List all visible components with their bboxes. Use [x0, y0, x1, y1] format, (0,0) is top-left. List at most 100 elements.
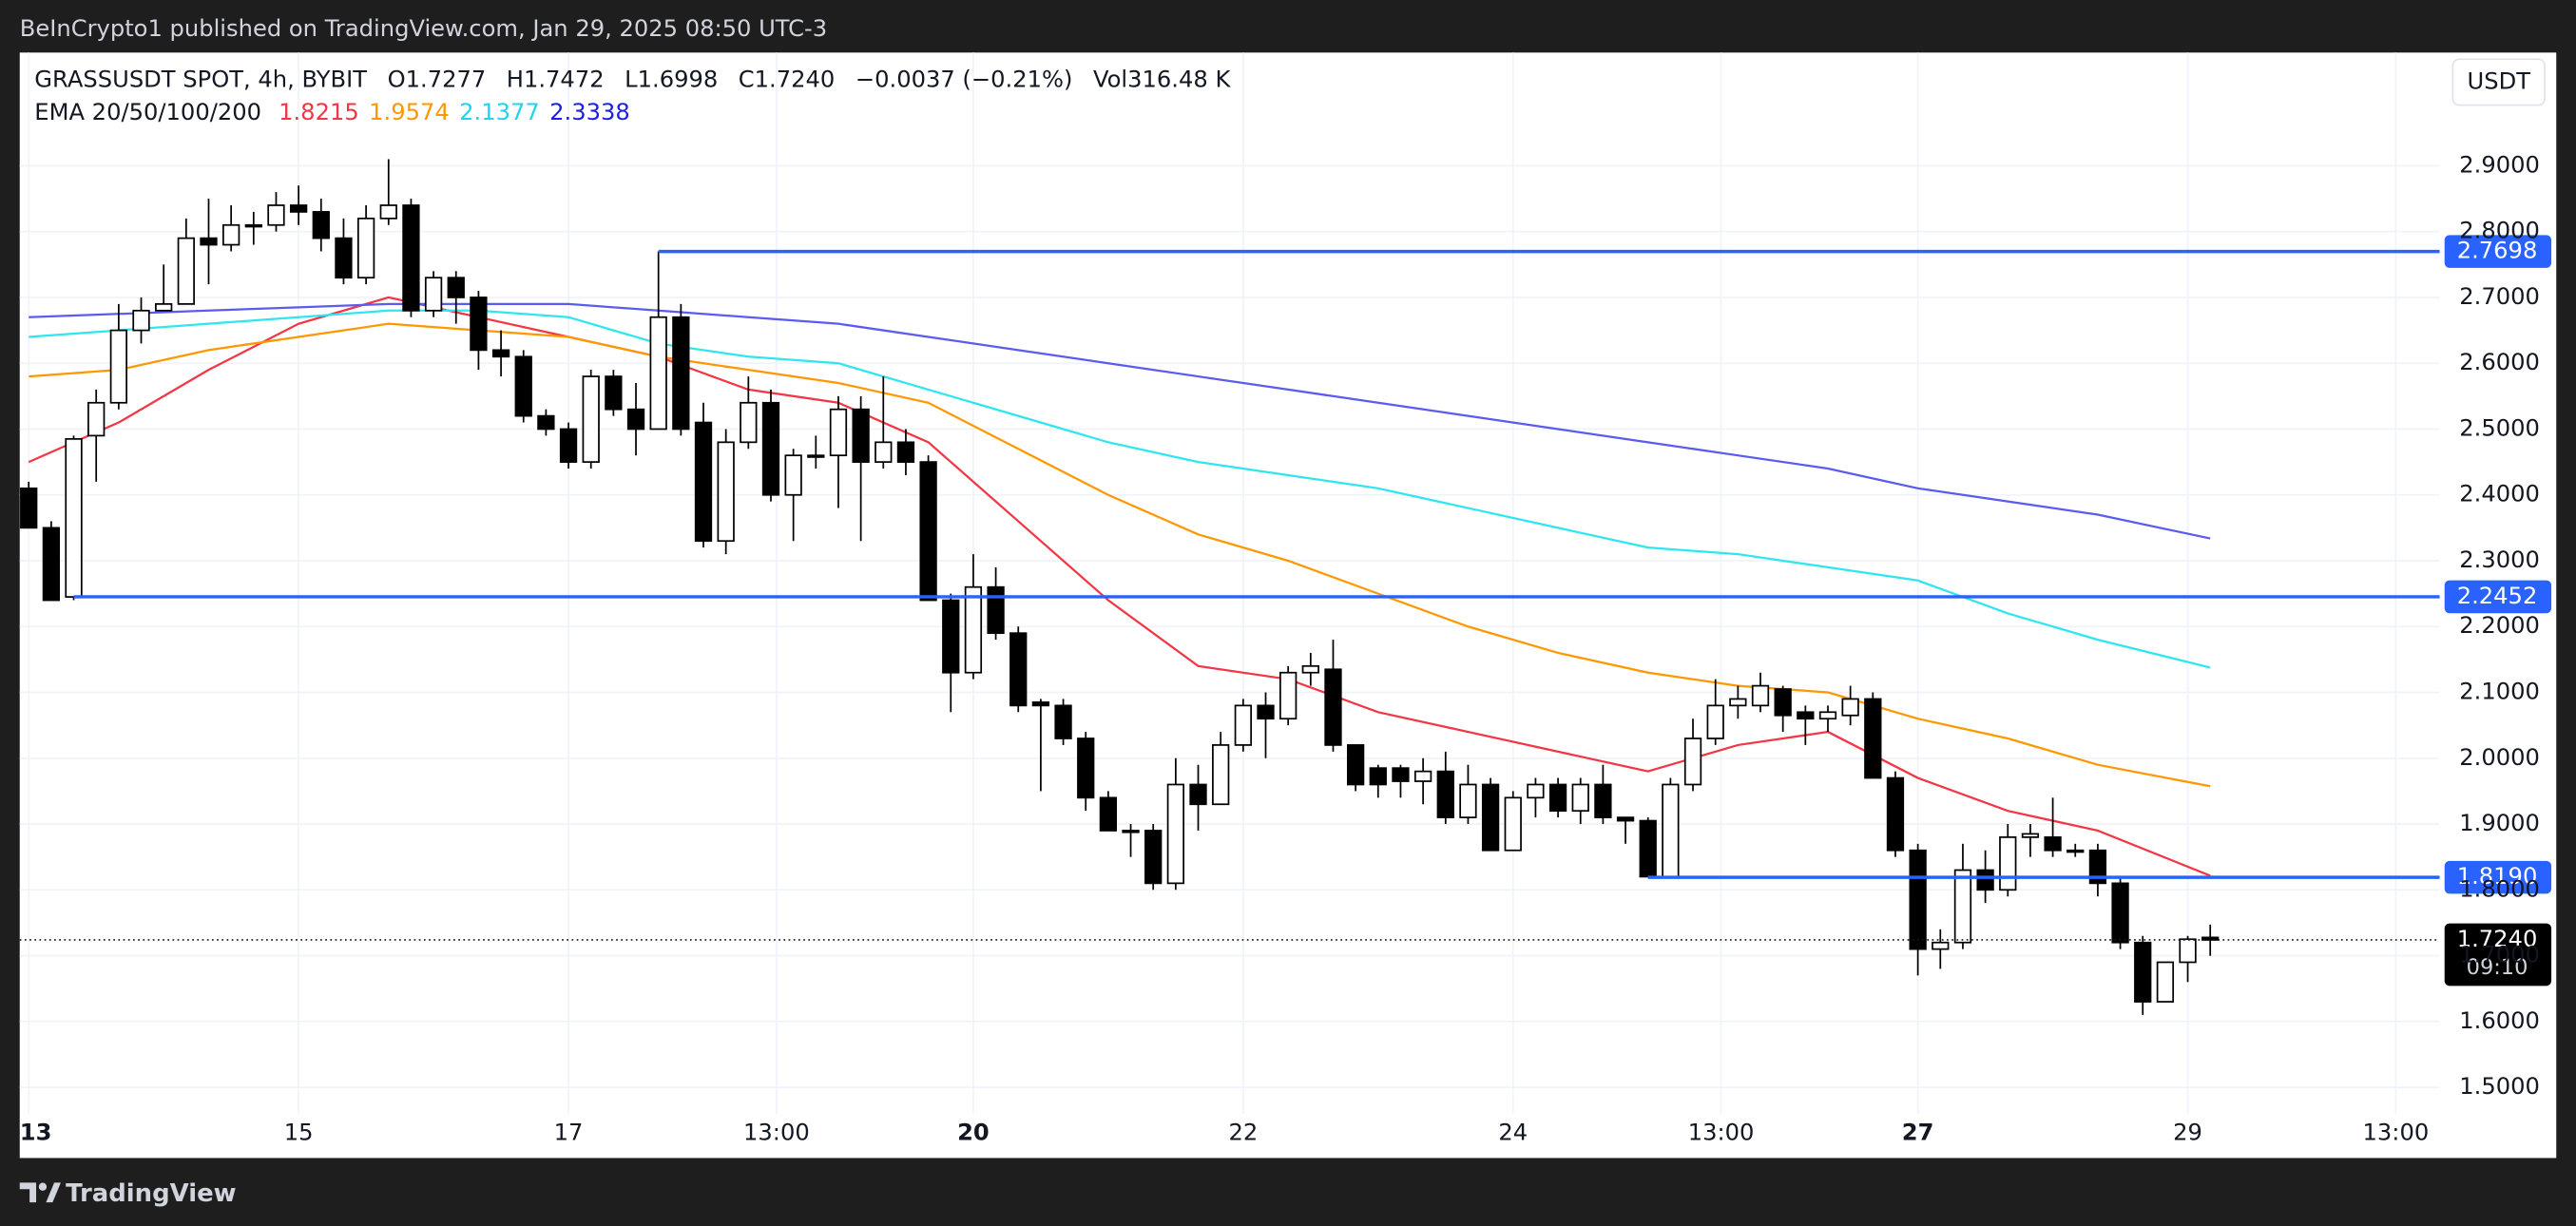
candle-body: [289, 204, 308, 213]
candle-body: [1504, 796, 1522, 852]
ema-value: 2.1377: [459, 99, 540, 125]
candle-body: [1077, 738, 1095, 799]
x-tick-label: 27: [1902, 1120, 1934, 1146]
y-tick-label: 2.6000: [2459, 349, 2540, 375]
x-tick-label: 13:00: [1688, 1120, 1755, 1146]
candle-body: [514, 355, 532, 417]
y-tick-label: 2.7000: [2459, 283, 2540, 310]
symbol: GRASSUSDT SPOT, 4h, BYBIT: [34, 67, 367, 93]
x-tick-label: 13:00: [2363, 1120, 2430, 1146]
y-tick-label: 1.8000: [2459, 875, 2540, 902]
candle-body: [1099, 796, 1118, 832]
candle-body: [1279, 671, 1298, 720]
y-tick-label: 2.8000: [2459, 218, 2540, 244]
candle-body: [356, 217, 375, 279]
candle-body: [1527, 783, 1545, 799]
candle-body: [1031, 701, 1050, 707]
candle-body: [267, 204, 285, 226]
candle-body: [109, 329, 128, 404]
candle-body: [1436, 770, 1454, 818]
axes: 1.5000 1.6000 1.7000 1.8000 1.9000 2.0000 2.10…: [20, 151, 2540, 1145]
candle-body: [1683, 738, 1702, 786]
brand: TradingView: [66, 1179, 237, 1208]
candle-body: [222, 223, 240, 246]
ohlc-low: L1.6998: [625, 67, 718, 93]
candle-body: [447, 277, 465, 298]
y-tick-label: 2.0000: [2459, 744, 2540, 771]
candle-body: [1346, 744, 1365, 786]
candle-body: [761, 401, 780, 496]
candle-body: [2044, 836, 2062, 852]
candle-body: [1571, 783, 1589, 813]
ema-line: [29, 302, 2211, 540]
candle-body: [942, 599, 960, 674]
candle-body: [1706, 704, 1724, 739]
currency-box[interactable]: [2451, 58, 2547, 106]
candle-body: [1841, 698, 1859, 717]
candle-body: [1932, 941, 1950, 950]
y-tick-label: 2.4000: [2459, 481, 2540, 508]
ohlc-high: H1.7472: [507, 67, 605, 93]
published-note: BeInCrypto1 published on TradingView.com…: [20, 15, 827, 42]
candle-body: [919, 461, 937, 602]
candle-body: [1616, 816, 1635, 822]
candle-body: [1369, 767, 1387, 786]
level-tag: [2444, 580, 2552, 614]
candle-body: [1392, 767, 1410, 782]
candle-body: [896, 441, 915, 463]
candle-body: [1122, 830, 1140, 833]
candle-body: [1166, 783, 1185, 885]
candle-body: [177, 237, 195, 305]
candle-body: [649, 316, 667, 431]
level-label: 2.7698: [2457, 238, 2538, 264]
candle-body: [740, 401, 758, 444]
candle-body: [1301, 664, 1319, 674]
y-tick-label: 2.5000: [2459, 414, 2540, 441]
candle-body: [1797, 711, 1815, 720]
candle-body: [2179, 938, 2197, 964]
candle-body: [200, 237, 218, 246]
candle-body: [559, 428, 578, 463]
candle-body: [694, 421, 713, 543]
candle-body: [964, 585, 983, 674]
candle-body: [807, 454, 825, 458]
candle-body: [244, 223, 262, 228]
candle-body: [1864, 698, 1882, 779]
candle-body: [2067, 849, 2085, 853]
ema-legend: EMA 20/50/100/200 1.8215 1.9574 2.1377 2.33…: [34, 99, 629, 125]
ema-line: [29, 309, 2211, 669]
y-tick-label: 1.7000: [2459, 942, 2540, 968]
ema-value: 1.9574: [369, 99, 450, 125]
candle-body: [784, 454, 802, 496]
candle-body: [2134, 941, 2152, 1003]
candle-body: [424, 277, 443, 312]
y-tick-label: 2.9000: [2459, 151, 2540, 178]
candle-body: [155, 303, 173, 312]
candle-body: [717, 441, 735, 543]
x-tick-label: 17: [554, 1120, 584, 1146]
candles: [20, 159, 2220, 1015]
candle-body: [852, 408, 870, 463]
candle-body: [2088, 849, 2107, 885]
candle-body: [1009, 632, 1028, 707]
candle-body: [2021, 833, 2040, 838]
ema-value: 1.8215: [279, 99, 359, 125]
last-price-tag: [2444, 923, 2552, 987]
level-label: 1.8190: [2457, 863, 2538, 890]
candle-body: [1774, 688, 1792, 717]
candle-body: [582, 375, 600, 463]
candle-body: [42, 527, 61, 602]
candle-body: [2201, 936, 2220, 941]
level-tag: [2444, 235, 2552, 268]
ema-line: [29, 322, 2211, 788]
grid: [19, 52, 2440, 1114]
candle-body: [1189, 783, 1207, 806]
candle-body: [605, 375, 623, 411]
x-tick-label: 29: [2173, 1120, 2202, 1146]
y-tick-label: 1.9000: [2459, 810, 2540, 836]
candle-body: [312, 211, 330, 239]
ohlc-close: C1.7240: [739, 67, 836, 93]
y-tick-label: 1.6000: [2459, 1007, 2540, 1034]
candle-body: [87, 401, 106, 437]
